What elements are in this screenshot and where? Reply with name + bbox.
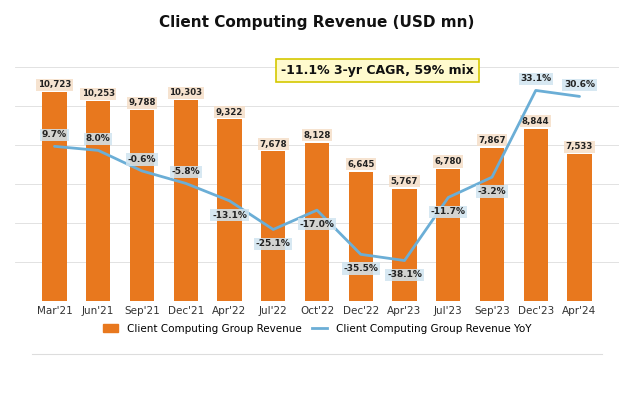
- Text: -11.7%: -11.7%: [430, 207, 466, 216]
- Text: -17.0%: -17.0%: [299, 220, 335, 229]
- Text: -38.1%: -38.1%: [387, 270, 422, 279]
- Text: 7,678: 7,678: [259, 140, 287, 148]
- Text: 30.6%: 30.6%: [564, 80, 595, 90]
- Text: 10,723: 10,723: [38, 80, 71, 89]
- Bar: [42, 92, 67, 301]
- Text: -0.6%: -0.6%: [127, 155, 156, 164]
- Text: 9,788: 9,788: [128, 98, 156, 108]
- Bar: [349, 172, 373, 301]
- Text: -3.2%: -3.2%: [477, 187, 507, 196]
- Text: 6,645: 6,645: [347, 160, 375, 169]
- Title: Client Computing Revenue (USD mn): Client Computing Revenue (USD mn): [159, 15, 475, 30]
- Bar: [261, 152, 285, 301]
- Text: 7,533: 7,533: [566, 142, 593, 151]
- Text: 8,844: 8,844: [522, 117, 550, 126]
- Text: -35.5%: -35.5%: [344, 264, 378, 273]
- Text: 6,780: 6,780: [434, 157, 462, 166]
- Text: -5.8%: -5.8%: [171, 168, 200, 176]
- Bar: [174, 100, 198, 301]
- Bar: [130, 110, 154, 301]
- Text: 8.0%: 8.0%: [86, 134, 110, 144]
- Bar: [217, 120, 242, 301]
- Bar: [524, 129, 548, 301]
- Text: -11.1% 3-yr CAGR, 59% mix: -11.1% 3-yr CAGR, 59% mix: [281, 64, 474, 77]
- Text: 9,322: 9,322: [216, 108, 243, 116]
- Text: 33.1%: 33.1%: [521, 74, 552, 84]
- Text: 10,303: 10,303: [169, 88, 202, 98]
- Bar: [480, 148, 504, 301]
- Bar: [436, 169, 460, 301]
- Bar: [86, 101, 110, 301]
- Text: 9.7%: 9.7%: [42, 130, 67, 139]
- Bar: [305, 143, 329, 301]
- Text: 5,767: 5,767: [391, 177, 418, 186]
- Text: 8,128: 8,128: [303, 131, 331, 140]
- Bar: [567, 154, 592, 301]
- Legend: Client Computing Group Revenue, Client Computing Group Revenue YoY: Client Computing Group Revenue, Client C…: [98, 320, 536, 338]
- Text: -13.1%: -13.1%: [212, 210, 247, 220]
- Text: -25.1%: -25.1%: [256, 239, 290, 248]
- Text: 10,253: 10,253: [82, 90, 115, 98]
- Bar: [392, 189, 417, 301]
- Text: 7,867: 7,867: [478, 136, 506, 145]
